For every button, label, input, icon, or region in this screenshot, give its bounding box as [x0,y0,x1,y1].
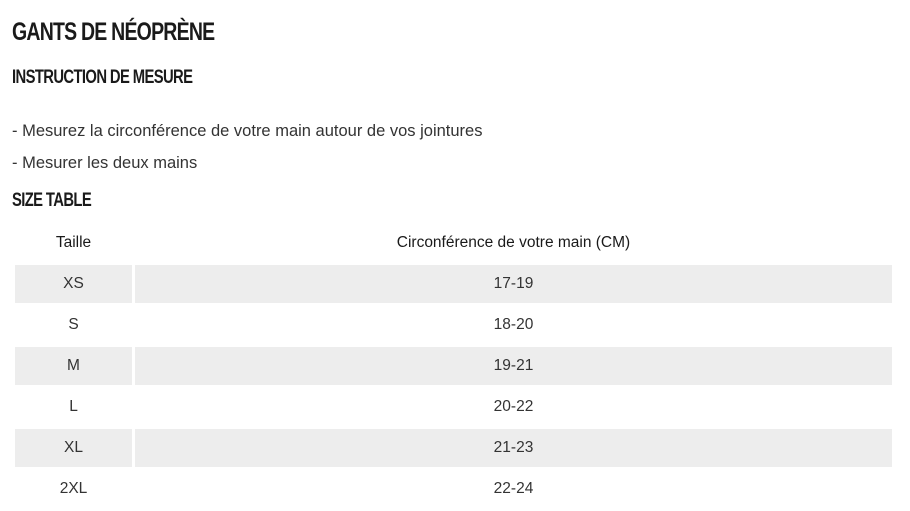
size-table: Taille Circonférence de votre main (CM) … [15,224,892,511]
size-cell: 2XL [59,480,88,497]
size-cell: XL [15,429,132,467]
table-row: M 19-21 [15,347,892,385]
table-row: S 18-20 [15,306,892,344]
instruction-item: - Mesurez la circonférence de votre main… [12,122,483,140]
table-row: 2XL 22-24 [15,470,892,508]
table-row: XS 17-19 [15,265,892,303]
size-cell: M [15,347,132,385]
size-table-heading: SIZE TABLE [12,190,92,211]
circumference-cell: 19-21 [135,347,892,385]
circumference-cell: 18-20 [493,316,534,333]
circumference-cell: 17-19 [135,265,892,303]
page-title: GANTS DE NÉOPRÈNE [12,18,215,46]
column-header-circumference: Circonférence de votre main (CM) [396,234,631,251]
column-header-size: Taille [55,234,92,251]
measure-heading: INSTRUCTION DE MESURE [12,67,193,88]
size-cell: S [68,316,79,333]
table-row: XL 21-23 [15,429,892,467]
circumference-cell: 20-22 [493,398,534,415]
size-cell: XS [15,265,132,303]
table-header-row: Taille Circonférence de votre main (CM) [15,224,892,262]
circumference-cell: 21-23 [135,429,892,467]
circumference-cell: 22-24 [493,480,534,497]
instruction-item: - Mesurer les deux mains [12,154,198,172]
table-row: L 20-22 [15,388,892,426]
size-cell: L [69,398,78,415]
